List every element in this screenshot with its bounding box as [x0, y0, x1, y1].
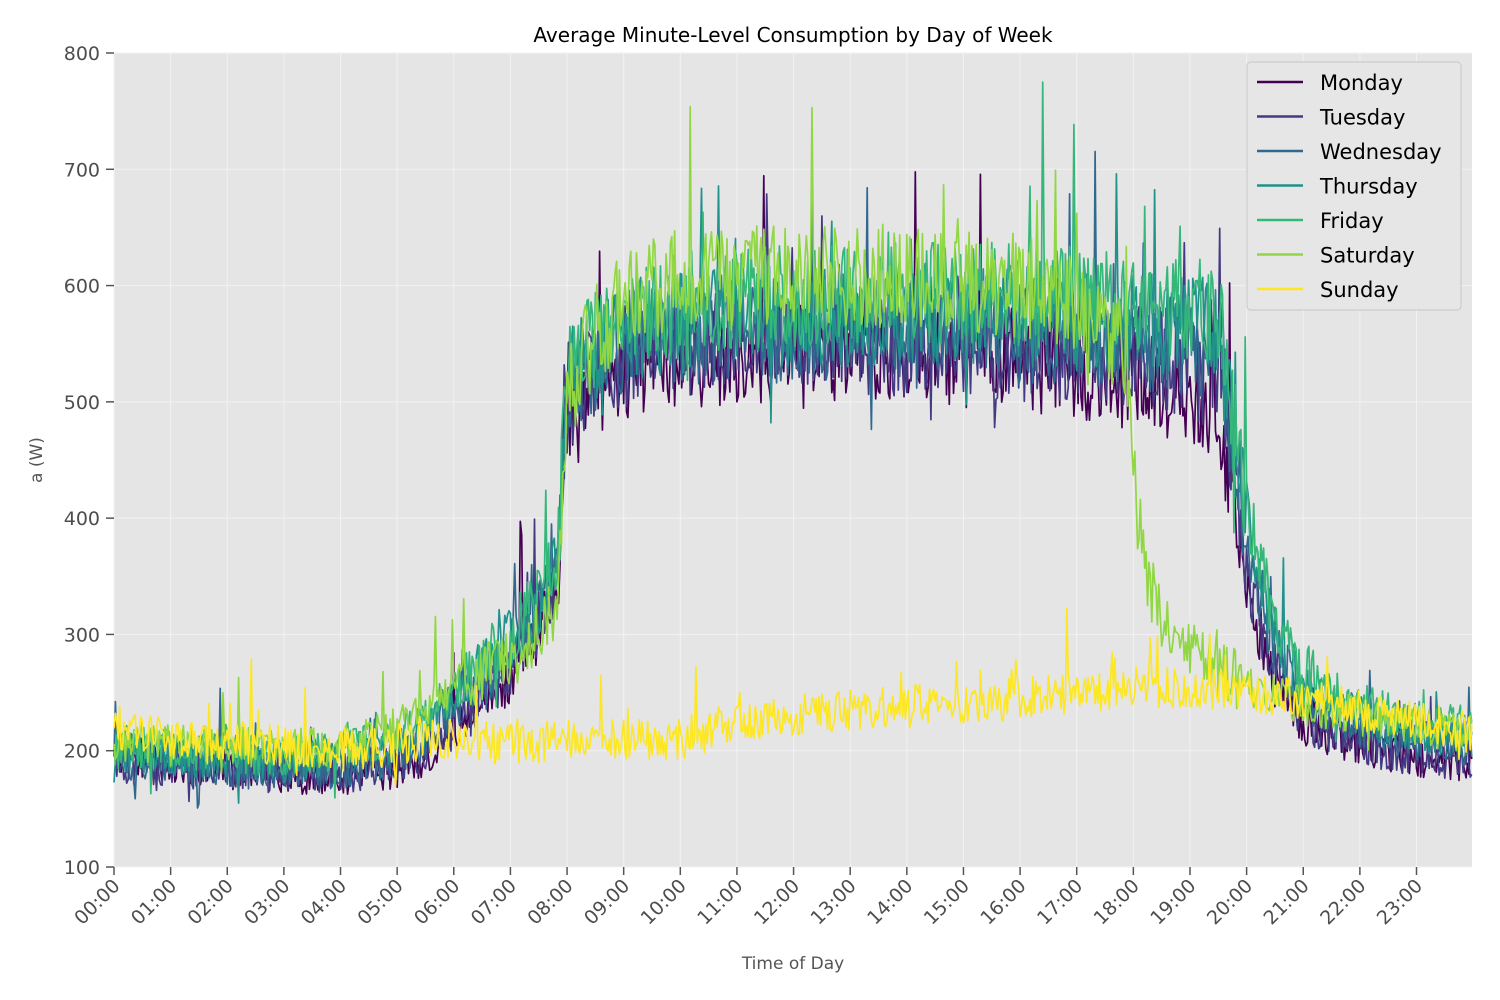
y-tick-label: 700	[64, 159, 100, 181]
x-tick-label: 00:00	[70, 875, 124, 929]
legend-label-thursday: Thursday	[1319, 175, 1418, 199]
y-tick-label: 400	[64, 508, 100, 530]
x-tick-label: 21:00	[1259, 875, 1313, 929]
y-tick-label: 100	[64, 857, 100, 879]
x-axis: 00:00 01:00 02:00 03:00 04:00 05:00 06:00 07:00…	[70, 867, 1427, 929]
chart-title: Average Minute-Level Consumption by Day …	[533, 23, 1053, 47]
y-tick-label: 600	[64, 276, 100, 298]
y-tick-label: 300	[64, 624, 100, 646]
legend: Monday Tuesday Wednesday Thursday Friday Satu…	[1246, 61, 1462, 311]
x-tick-label: 05:00	[353, 875, 407, 929]
x-tick-label: 06:00	[410, 875, 464, 929]
x-tick-label: 13:00	[806, 875, 860, 929]
y-tick-label: 500	[64, 392, 100, 414]
legend-label-tuesday: Tuesday	[1319, 106, 1405, 130]
x-tick-label: 02:00	[184, 875, 238, 929]
x-tick-label: 16:00	[976, 875, 1030, 929]
x-tick-label: 19:00	[1146, 875, 1200, 929]
legend-label-friday: Friday	[1320, 209, 1384, 233]
x-tick-label: 20:00	[1203, 875, 1257, 929]
y-axis-label: a (W)	[27, 437, 47, 483]
x-tick-label: 04:00	[297, 875, 351, 929]
x-tick-label: 22:00	[1316, 875, 1370, 929]
x-tick-label: 23:00	[1373, 875, 1427, 929]
legend-label-sunday: Sunday	[1320, 278, 1399, 302]
legend-label-saturday: Saturday	[1320, 244, 1415, 268]
x-tick-label: 09:00	[580, 875, 634, 929]
series-line-wednesday	[113, 150, 1473, 809]
x-tick-label: 14:00	[863, 875, 917, 929]
y-tick-label: 800	[64, 43, 100, 65]
x-tick-label: 12:00	[750, 875, 804, 929]
x-tick-label: 11:00	[693, 875, 747, 929]
legend-box	[1246, 61, 1462, 311]
series-lines	[113, 81, 1473, 809]
y-axis: 100 200 300 400 500 600 700 800	[64, 43, 114, 879]
x-tick-label: 07:00	[467, 875, 521, 929]
legend-label-wednesday: Wednesday	[1320, 140, 1442, 164]
x-tick-label: 18:00	[1090, 875, 1144, 929]
x-tick-label: 03:00	[240, 875, 294, 929]
legend-label-monday: Monday	[1320, 71, 1403, 95]
series-line-sunday	[113, 608, 1473, 787]
y-tick-label: 200	[64, 741, 100, 763]
x-axis-label: Time of Day	[741, 954, 844, 974]
x-tick-label: 17:00	[1033, 875, 1087, 929]
x-tick-label: 08:00	[523, 875, 577, 929]
x-tick-label: 15:00	[920, 875, 974, 929]
x-tick-label: 10:00	[637, 875, 691, 929]
x-tick-label: 01:00	[127, 875, 181, 929]
